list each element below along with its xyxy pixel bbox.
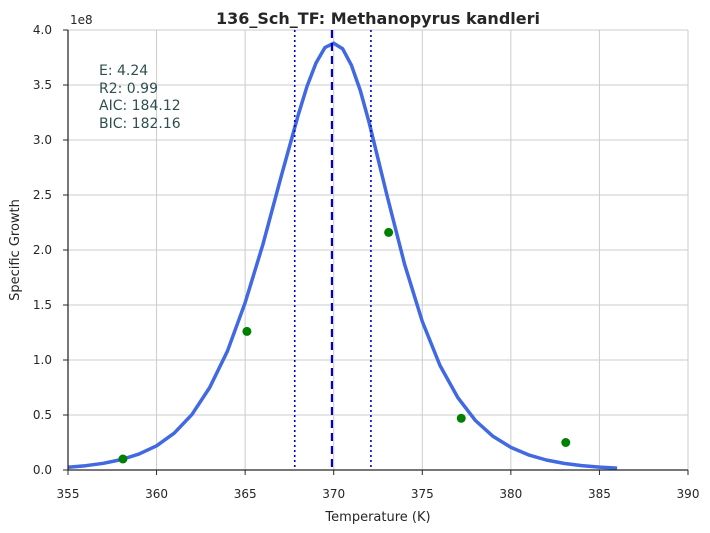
x-tick-label: 385 <box>588 487 611 501</box>
fit-curve <box>67 41 618 470</box>
data-point <box>561 438 571 447</box>
stat-bic: BIC: 182.16 <box>99 116 181 132</box>
data-point <box>456 413 466 423</box>
x-tick-label: 360 <box>145 487 168 501</box>
stat-aic: AIC: 184.12 <box>99 98 181 114</box>
x-axis-label: Temperature (K) <box>324 510 430 525</box>
data-point <box>242 326 252 336</box>
x-tick-label: 380 <box>499 487 522 501</box>
x-tick-label: 375 <box>411 487 434 501</box>
reference-lines <box>293 30 372 470</box>
y-tick-label: 0.0 <box>33 463 52 477</box>
y-tick-label: 2.0 <box>33 243 52 257</box>
y-tick-label: 1.0 <box>33 353 52 367</box>
x-tick-label: 390 <box>677 487 700 501</box>
tick-labels: 355 360 365 370 375 380 385 390 0.0 0.5 1.0 1.5 2.0 2… <box>33 23 700 501</box>
chart-title: 136_Sch_TF: Methanopyrus kandleri <box>216 9 540 28</box>
x-tick-label: 355 <box>57 487 80 501</box>
stat-energy: E: 4.24 <box>99 63 148 79</box>
fit-curve-group <box>67 41 618 470</box>
y-tick-label: 1.5 <box>33 298 52 312</box>
x-tick-label: 365 <box>234 487 257 501</box>
y-tick-label: 4.0 <box>33 23 52 37</box>
data-point <box>384 227 394 237</box>
data-points <box>118 227 571 464</box>
y-tick-label: 0.5 <box>33 408 52 422</box>
data-point <box>118 454 128 464</box>
y-tick-label: 2.5 <box>33 188 52 202</box>
gridlines <box>67 29 689 471</box>
x-tick-label: 370 <box>322 487 345 501</box>
y-axis-label: Specific Growth <box>8 199 23 301</box>
fit-statistics: E: 4.24 R2: 0.99 AIC: 184.12 BIC: 182.16 <box>99 63 181 132</box>
y-offset-label: 1e8 <box>70 13 93 27</box>
y-tick-label: 3.5 <box>33 78 52 92</box>
y-tick-label: 3.0 <box>33 133 52 147</box>
stat-r2: R2: 0.99 <box>99 81 158 97</box>
